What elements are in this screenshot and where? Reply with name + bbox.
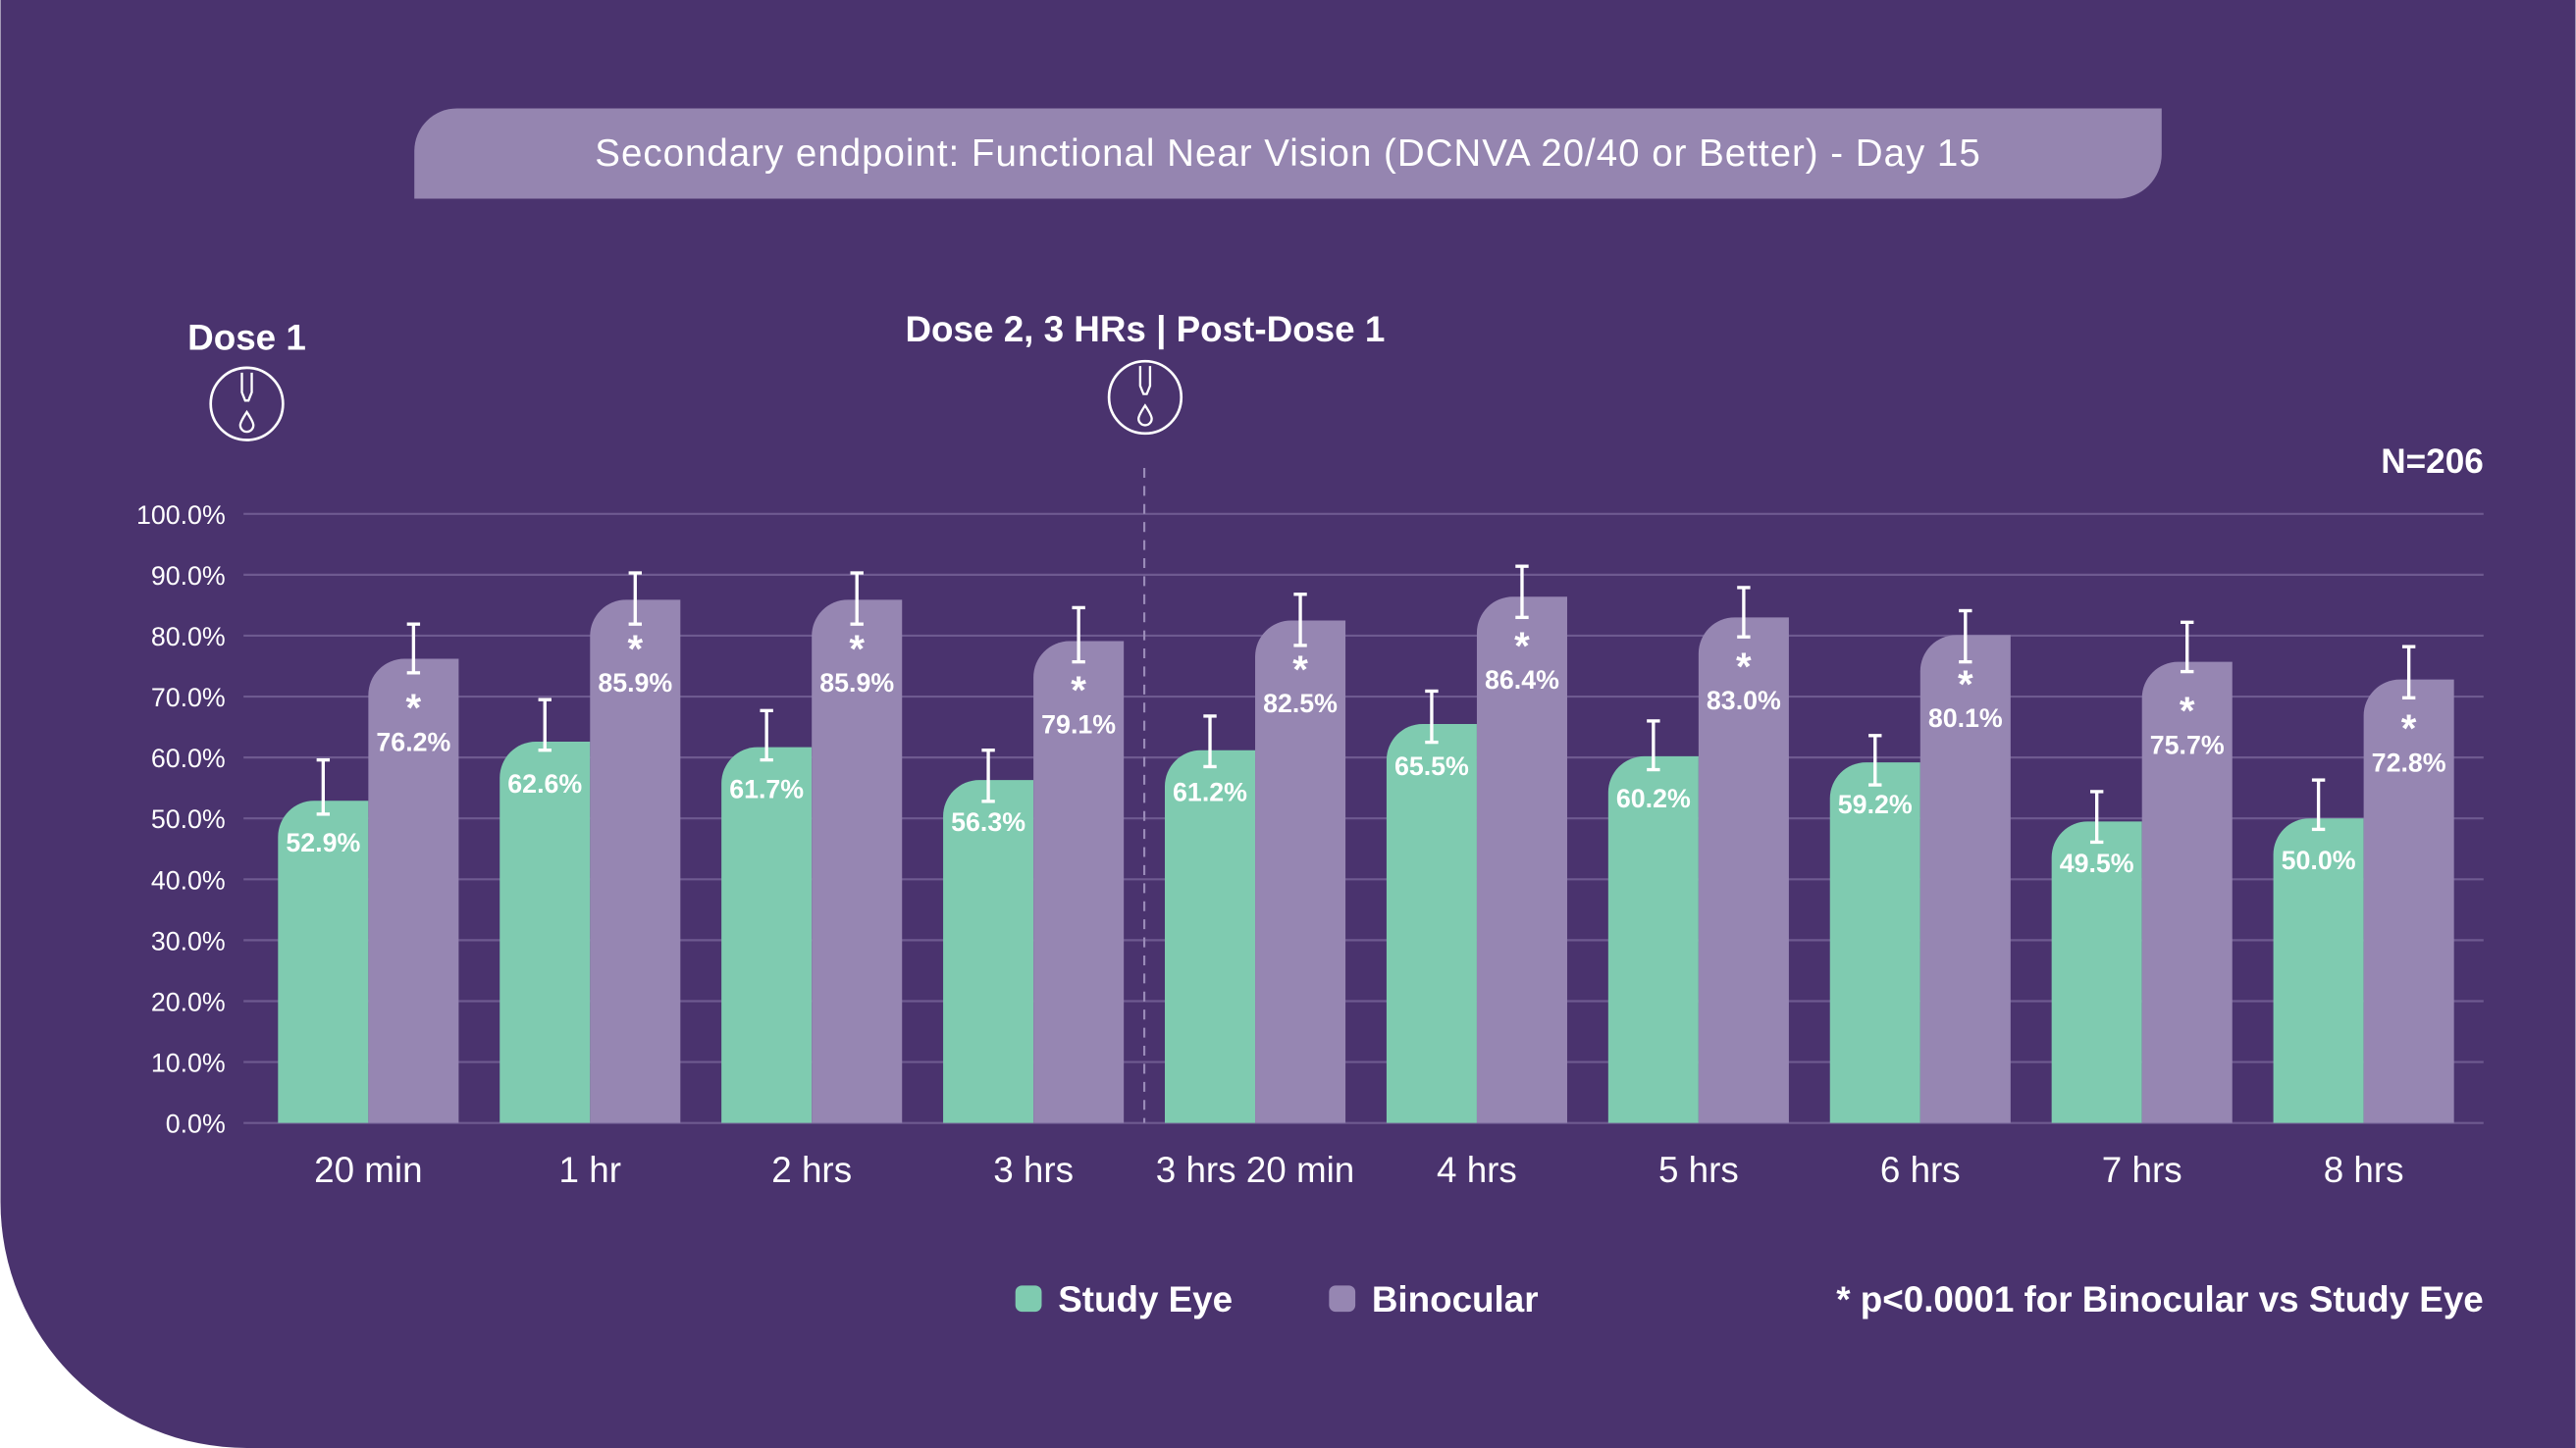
significance-asterisk: * [2180, 689, 2195, 733]
y-tick-label: 0.0% [166, 1110, 226, 1139]
dose2-label: Dose 2, 3 HRs | Post-Dose 1 [905, 309, 1385, 350]
legend-label-binocular: Binocular [1372, 1279, 1539, 1319]
significance-asterisk: * [1958, 662, 1973, 706]
title-pill [414, 108, 2162, 199]
bar-study-eye [1164, 750, 1256, 1123]
y-tick-label: 90.0% [151, 561, 226, 591]
dose1-label: Dose 1 [187, 317, 306, 357]
significance-asterisk: * [627, 627, 643, 671]
y-tick-label: 60.0% [151, 744, 226, 773]
bar-binocular [1919, 635, 2011, 1123]
data-label-study-eye: 60.2% [1616, 784, 1691, 813]
n-label: N=206 [2381, 442, 2483, 481]
eye-dropper-icon [209, 366, 285, 441]
bar-study-eye [2273, 818, 2364, 1123]
bar-binocular [812, 599, 903, 1123]
bar-study-eye [1386, 723, 1477, 1123]
bar-study-eye [1607, 755, 1699, 1123]
data-label-study-eye: 52.9% [286, 828, 360, 857]
x-tick-label: 4 hrs [1437, 1150, 1517, 1190]
data-label-study-eye: 50.0% [2282, 846, 2356, 875]
data-label-study-eye: 62.6% [507, 769, 582, 799]
y-tick-label: 30.0% [151, 926, 226, 956]
x-tick-label: 1 hr [559, 1150, 621, 1190]
y-tick-label: 80.0% [151, 622, 226, 651]
data-label-study-eye: 49.5% [2060, 849, 2134, 878]
x-tick-label: 6 hrs [1880, 1150, 1961, 1190]
x-tick-label: 3 hrs 20 min [1156, 1150, 1354, 1190]
significance-asterisk: * [1292, 647, 1308, 692]
data-label-study-eye: 61.7% [729, 774, 804, 803]
data-label-study-eye: 61.2% [1173, 778, 1247, 807]
y-tick-label: 100.0% [136, 500, 226, 530]
x-tick-label: 3 hrs [993, 1150, 1074, 1190]
data-label-binocular: 85.9% [598, 668, 672, 698]
y-tick-label: 10.0% [151, 1049, 226, 1078]
bar-study-eye [499, 741, 591, 1123]
data-label-study-eye: 59.2% [1838, 790, 1913, 819]
x-tick-label: 5 hrs [1658, 1150, 1739, 1190]
data-label-binocular: 83.0% [1707, 686, 1781, 715]
bar-binocular [590, 599, 681, 1123]
data-label-binocular: 72.8% [2372, 748, 2446, 777]
bar-study-eye [721, 747, 813, 1123]
y-tick-label: 40.0% [151, 865, 226, 895]
data-label-binocular: 86.4% [1485, 665, 1559, 695]
data-label-study-eye: 56.3% [951, 807, 1025, 837]
significance-asterisk: * [2401, 706, 2417, 750]
significance-asterisk: * [849, 627, 865, 671]
y-tick-label: 50.0% [151, 804, 226, 834]
y-tick-label: 70.0% [151, 683, 226, 712]
data-label-binocular: 75.7% [2150, 730, 2225, 759]
significance-asterisk: * [406, 686, 422, 730]
chart-title: Secondary endpoint: Functional Near Visi… [595, 132, 1980, 175]
bar-study-eye [943, 780, 1034, 1123]
bar-binocular [1698, 617, 1789, 1123]
legend-swatch-binocular [1329, 1285, 1356, 1313]
x-tick-label: 2 hrs [771, 1150, 852, 1190]
data-label-binocular: 80.1% [1928, 703, 2003, 733]
data-label-binocular: 76.2% [376, 727, 450, 756]
x-tick-label: 20 min [314, 1150, 422, 1190]
x-tick-label: 8 hrs [2324, 1150, 2404, 1190]
significance-asterisk: * [1071, 668, 1086, 712]
eye-dropper-icon [1107, 359, 1183, 436]
x-tick-label: 7 hrs [2102, 1150, 2182, 1190]
significance-asterisk: * [1736, 645, 1752, 689]
y-tick-label: 20.0% [151, 988, 226, 1017]
bar-binocular [2141, 661, 2233, 1123]
significance-asterisk: * [1514, 624, 1530, 668]
data-label-binocular: 82.5% [1263, 689, 1338, 718]
bar-binocular [2363, 679, 2454, 1123]
bar-binocular [1476, 596, 1567, 1123]
legend-label-study-eye: Study Eye [1058, 1279, 1233, 1319]
data-label-binocular: 85.9% [819, 668, 894, 698]
bar-study-eye [1829, 762, 1920, 1123]
bar-study-eye [2051, 821, 2142, 1123]
legend-swatch-study-eye [1015, 1285, 1042, 1313]
bar-binocular [1255, 620, 1346, 1123]
data-label-study-eye: 65.5% [1394, 751, 1469, 781]
footnote: * p<0.0001 for Binocular vs Study Eye [1836, 1279, 2484, 1319]
data-label-binocular: 79.1% [1041, 709, 1116, 739]
bar-binocular [368, 658, 459, 1123]
bar-binocular [1033, 641, 1125, 1123]
legend: Study Eye Binocular [1015, 1279, 1539, 1319]
bar-study-eye [278, 801, 369, 1123]
